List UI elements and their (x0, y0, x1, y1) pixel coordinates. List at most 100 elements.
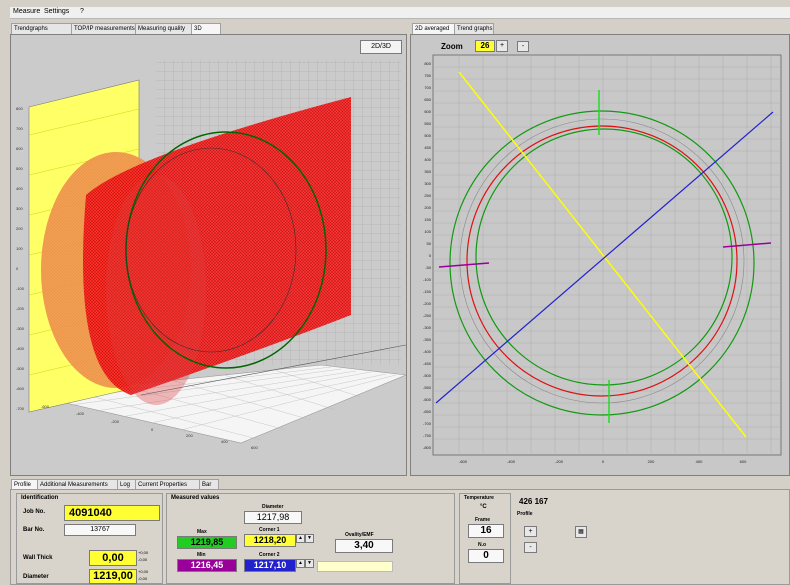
svg-text:500: 500 (16, 166, 23, 171)
temperature-title: Temperature (464, 495, 494, 501)
menu-help[interactable]: ? (80, 8, 84, 15)
3d-pipe-surface (83, 97, 351, 395)
2d-tolerance-max-circle (449, 110, 755, 416)
svg-text:-400: -400 (16, 346, 25, 351)
menu-measure[interactable]: Measure (13, 8, 41, 15)
wall-thickness-label: Wall Thick (23, 555, 53, 561)
svg-text:600: 600 (740, 459, 747, 464)
svg-text:200: 200 (186, 433, 193, 438)
profile-minus-button[interactable]: - (524, 542, 537, 553)
diameter-field[interactable]: 1219,00 (89, 569, 137, 584)
nr-label: N.o (478, 542, 487, 548)
tab-measuring-quality[interactable]: Measuring quality (135, 23, 193, 34)
wall-thickness-field[interactable]: 0,00 (89, 550, 137, 566)
min-value: 1216,45 (177, 559, 237, 572)
svg-text:-700: -700 (423, 421, 432, 426)
profile-plus-button[interactable]: + (524, 526, 537, 537)
svg-text:550: 550 (424, 121, 431, 126)
corner2-down-button[interactable]: ▼ (305, 559, 314, 568)
3d-y-ticks: 800 700 600 500 400 300 200 100 0 -100 -… (16, 106, 25, 411)
svg-text:650: 650 (424, 97, 431, 102)
svg-text:-150: -150 (423, 289, 432, 294)
svg-text:500: 500 (424, 133, 431, 138)
measured-values-group: Measured values Diameter 1217,98 Max 121… (166, 493, 455, 584)
svg-text:0: 0 (151, 427, 154, 432)
svg-text:0: 0 (602, 459, 605, 464)
3d-x-ticks: -600 -400 -200 0 200 400 600 (41, 404, 258, 450)
max-label: Max (197, 529, 207, 535)
measured-diameter-label: Diameter (262, 504, 284, 510)
ovality-label: Ovality/EMF (345, 532, 374, 538)
svg-text:300: 300 (424, 181, 431, 186)
svg-text:100: 100 (16, 246, 23, 251)
corner2-up-button[interactable]: ▲ (296, 559, 305, 568)
svg-text:-400: -400 (423, 349, 432, 354)
temperature-unit: °C (480, 504, 487, 510)
svg-text:200: 200 (16, 226, 23, 231)
svg-text:400: 400 (696, 459, 703, 464)
svg-text:600: 600 (424, 109, 431, 114)
measured-values-title: Measured values (171, 495, 220, 501)
tab-bar[interactable]: Bar (199, 479, 219, 490)
job-number-field[interactable]: 4091040 (64, 505, 160, 521)
min-label: Min (197, 552, 206, 558)
svg-text:-450: -450 (423, 361, 432, 366)
profile-counter: 426 167 (519, 497, 548, 506)
nr-value: 0 (468, 549, 504, 563)
svg-text:750: 750 (424, 73, 431, 78)
svg-text:400: 400 (16, 186, 23, 191)
corner1-down-button[interactable]: ▼ (305, 534, 314, 543)
zoom-in-button[interactable]: + (496, 40, 508, 52)
3d-view-panel[interactable]: 800 700 600 500 400 300 200 100 0 -100 -… (10, 34, 407, 476)
tab-top-ip[interactable]: TOP/IP measurements (71, 23, 137, 34)
menu-settings[interactable]: Settings (44, 8, 70, 15)
svg-text:150: 150 (424, 217, 431, 222)
tab-2d-averaged[interactable]: 2D averaged (412, 23, 456, 34)
identification-title: Identification (21, 495, 59, 501)
2d-nominal-circle (459, 118, 745, 404)
2d-min-axis-line (458, 71, 747, 438)
2d-3d-toggle-button[interactable]: 2D/3D (360, 40, 402, 54)
corner1-up-button[interactable]: ▲ (296, 534, 305, 543)
corner1-value: 1218,20 (244, 534, 296, 547)
svg-text:-600: -600 (16, 386, 25, 391)
tab-trendgraphs[interactable]: Trendgraphs (11, 23, 73, 34)
svg-text:-400: -400 (507, 459, 516, 464)
grid-icon[interactable]: ▦ (575, 526, 587, 538)
bar-number-label: Bar No. (23, 527, 45, 533)
zoom-out-button[interactable]: - (517, 41, 529, 52)
tab-trend-graphs[interactable]: Trend graphs (454, 23, 494, 34)
svg-text:50: 50 (427, 241, 432, 246)
svg-text:-400: -400 (76, 411, 85, 416)
profile-panel: Identification Job No. 4091040 Bar No. 1… (10, 489, 790, 585)
svg-text:-600: -600 (41, 404, 50, 409)
2d-view-panel[interactable]: Zoom 26 + - 800 750 700 650 600 550 500 450 … (410, 34, 790, 476)
svg-text:400: 400 (221, 439, 228, 444)
svg-text:-200: -200 (423, 301, 432, 306)
zoom-value[interactable]: 26 (475, 40, 495, 52)
svg-text:200: 200 (648, 459, 655, 464)
svg-text:-50: -50 (425, 265, 432, 270)
tab-3d[interactable]: 3D (191, 23, 221, 34)
2d-grid (433, 55, 781, 455)
svg-text:100: 100 (424, 229, 431, 234)
corner2-value: 1217,10 (244, 559, 296, 572)
svg-text:-750: -750 (423, 433, 432, 438)
svg-text:-500: -500 (16, 366, 25, 371)
3d-floor-grid (50, 366, 397, 441)
svg-text:-200: -200 (555, 459, 564, 464)
svg-text:-200: -200 (111, 419, 120, 424)
bar-number-field[interactable]: 13767 (64, 524, 136, 536)
svg-text:-250: -250 (423, 313, 432, 318)
svg-text:-650: -650 (423, 409, 432, 414)
svg-text:450: 450 (424, 145, 431, 150)
2d-measured-profile (466, 125, 738, 397)
profile-label: Profile (517, 511, 533, 517)
menu-bar: Measure Settings ? (10, 7, 790, 19)
job-number-label: Job No. (23, 509, 45, 515)
svg-text:-300: -300 (16, 326, 25, 331)
status-field (317, 561, 393, 572)
temperature-group: Temperature °C Frame 16 N.o 0 (459, 493, 511, 584)
diameter-label: Diameter (23, 574, 49, 580)
